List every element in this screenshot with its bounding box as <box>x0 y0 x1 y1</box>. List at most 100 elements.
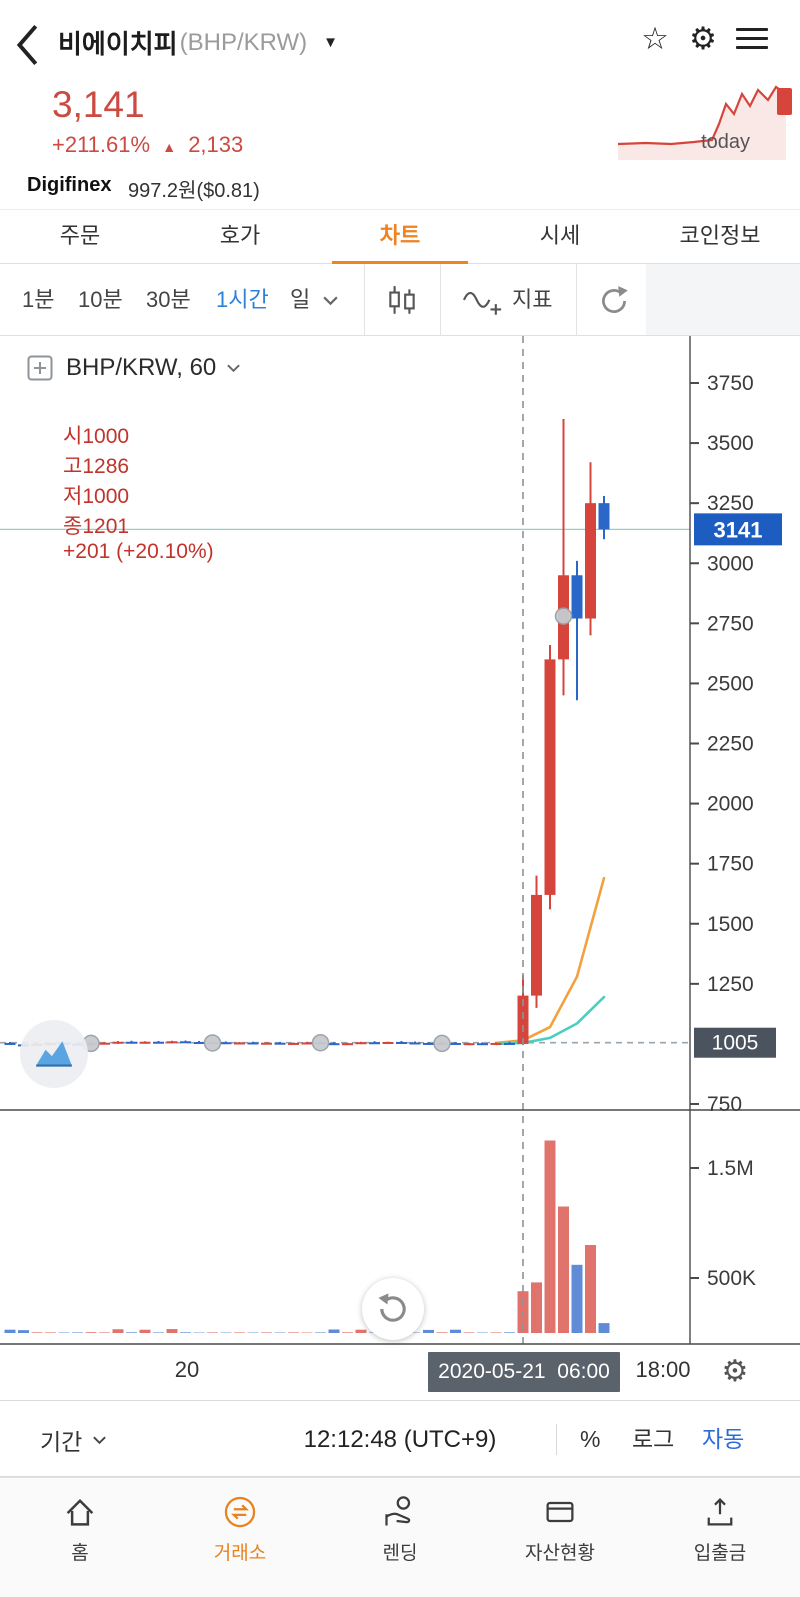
tab-orderbook[interactable]: 호가 <box>219 223 261 248</box>
auto-scale-button[interactable]: 자동 <box>702 1426 745 1452</box>
price-change: +211.61% ▲ 2,133 <box>52 132 243 158</box>
interval-10m[interactable]: 10분 <box>78 287 123 312</box>
ohlc-close: 종1201 <box>63 515 130 538</box>
nav-label: 자산현황 <box>525 1543 595 1564</box>
assets-wallet-icon <box>546 1501 574 1523</box>
exchange-icon <box>224 1496 256 1528</box>
clock: 12:12:48 (UTC+9) <box>303 1426 497 1453</box>
chart-settings-gear-icon[interactable]: ⚙ <box>721 1355 749 1388</box>
current-price: 3,141 <box>52 84 145 125</box>
chart-symbol-dropdown[interactable]: BHP/KRW, 60 <box>26 354 241 382</box>
exchange-price: 997.2원($0.81) <box>128 180 260 202</box>
interval-day[interactable]: 일 <box>290 287 311 312</box>
sparkline-chart <box>617 85 787 160</box>
chart-toolbar: 1분 10분 30분 1시간 일 지표 <box>0 264 800 336</box>
interval-30m[interactable]: 30분 <box>146 287 191 312</box>
ohlc-high: 고1286 <box>63 455 130 478</box>
candlestick-style-icon[interactable] <box>384 283 420 319</box>
svg-text:3000: 3000 <box>707 552 754 575</box>
nav-label: 거래소 <box>213 1543 267 1564</box>
nav-label: 입출금 <box>693 1543 747 1564</box>
favorite-star-icon[interactable]: ☆ <box>641 21 669 56</box>
svg-text:3250: 3250 <box>707 492 754 515</box>
time-axis-label-20: 20 <box>174 1357 200 1382</box>
svg-text:1.5M: 1.5M <box>707 1157 754 1180</box>
svg-text:1750: 1750 <box>707 853 754 876</box>
listing-row: Digifinex 997.2원($0.81) <box>0 168 800 210</box>
hamburger-menu-icon[interactable] <box>736 28 768 55</box>
svg-text:2000: 2000 <box>707 793 754 816</box>
interval-chevron-down-icon[interactable] <box>322 295 339 306</box>
sparkline-price-badge <box>777 88 792 115</box>
nav-label: 렌딩 <box>382 1543 418 1564</box>
nav-home[interactable]: 홈 <box>0 1478 160 1597</box>
chart-refresh-icon[interactable] <box>596 283 632 319</box>
crosshair-time-tooltip: 2020-05-21 06:00 <box>428 1352 620 1392</box>
indicator-label[interactable]: 지표 <box>512 287 553 312</box>
svg-text:2250: 2250 <box>707 733 754 756</box>
percent-scale-button[interactable]: % <box>580 1426 601 1452</box>
period-chevron-down-icon <box>93 1436 107 1444</box>
exchange-name: Digifinex <box>27 174 112 196</box>
tab-order[interactable]: 주문 <box>59 223 101 248</box>
page-title: 비에이치피 <box>58 29 178 59</box>
today-sparkline: today <box>616 82 792 162</box>
nav-assets[interactable]: 자산현황 <box>480 1478 640 1597</box>
symbol-title-dropdown[interactable]: 비에이치피 (BHP/KRW) ▼ <box>58 24 338 61</box>
app-header: 비에이치피 (BHP/KRW) ▼ ☆ ⚙ <box>0 0 800 78</box>
sparkline-label: today <box>701 131 750 153</box>
tab-chart[interactable]: 차트 <box>320 210 480 264</box>
area-chart-icon <box>36 1041 72 1067</box>
nav-deposit-withdraw[interactable]: 입출금 <box>640 1478 800 1597</box>
chart-statusbar: 기간 12:12:48 (UTC+9) % 로그 자동 <box>0 1400 800 1477</box>
price-summary: 3,141 +211.61% ▲ 2,133 today <box>0 78 800 168</box>
period-label: 기간 <box>40 1428 83 1455</box>
ohlc-open: 시1000 <box>63 425 130 448</box>
log-scale-button[interactable]: 로그 <box>632 1426 675 1452</box>
time-axis-label-18: 18:00 <box>635 1357 691 1382</box>
svg-text:2750: 2750 <box>707 612 754 635</box>
change-amount: 2,133 <box>188 132 244 157</box>
chart-region: 3750 3500 3250 3000 2750 2500 2250 2000 1750 1500… <box>0 336 800 1345</box>
period-dropdown[interactable]: 기간 <box>40 1401 107 1478</box>
svg-text:1250: 1250 <box>707 973 754 996</box>
ohlc-low: 저1000 <box>63 485 130 508</box>
symbol-pair: (BHP/KRW) <box>179 28 308 56</box>
settings-gear-icon[interactable]: ⚙ <box>689 21 717 56</box>
change-percent: +211.61% <box>52 132 151 157</box>
tab-market[interactable]: 시세 <box>539 223 581 248</box>
time-axis: 20 2020-05-21 06:00 18:00 ⚙ <box>0 1345 800 1400</box>
deposit-withdraw-icon <box>707 1498 733 1526</box>
up-arrow-icon: ▲ <box>162 139 177 155</box>
nav-lending[interactable]: 렌딩 <box>320 1478 480 1597</box>
symbol-chevron-down-icon <box>227 364 241 373</box>
svg-text:750: 750 <box>707 1093 742 1116</box>
reload-chart-button[interactable] <box>362 1278 424 1340</box>
chart-style-watermark-button[interactable] <box>20 1020 88 1088</box>
statusbar-divider <box>556 1424 557 1455</box>
interval-1h[interactable]: 1시간 <box>216 287 269 312</box>
svg-text:3750: 3750 <box>707 372 754 395</box>
svg-text:1005: 1005 <box>712 1032 759 1055</box>
back-button[interactable] <box>12 20 42 66</box>
interval-1m[interactable]: 1분 <box>22 287 55 312</box>
toolbar-spacer <box>646 264 800 335</box>
price-volume-chart[interactable]: 3750 3500 3250 3000 2750 2500 2250 2000 1750 1500… <box>0 336 800 1345</box>
bottom-nav: 홈 거래소 렌딩 자산현황 입출금 <box>0 1477 800 1597</box>
home-icon <box>66 1498 94 1526</box>
nav-label: 홈 <box>71 1543 89 1564</box>
caret-down-icon: ▼ <box>323 34 339 51</box>
back-chevron-icon <box>16 24 38 66</box>
nav-exchange[interactable]: 거래소 <box>160 1478 320 1597</box>
svg-text:2500: 2500 <box>707 672 754 695</box>
reload-icon <box>378 1293 406 1322</box>
ohlc-readout: 시1000 고1286 저1000 종1201 +201 (+20.10%) <box>28 396 228 588</box>
expand-plus-icon <box>27 355 53 381</box>
tab-coininfo[interactable]: 코인정보 <box>679 223 761 248</box>
svg-text:1500: 1500 <box>707 913 754 936</box>
svg-text:3500: 3500 <box>707 432 754 455</box>
svg-text:500K: 500K <box>707 1267 756 1290</box>
indicator-wave-icon[interactable] <box>460 285 504 319</box>
svg-text:3141: 3141 <box>714 517 763 542</box>
